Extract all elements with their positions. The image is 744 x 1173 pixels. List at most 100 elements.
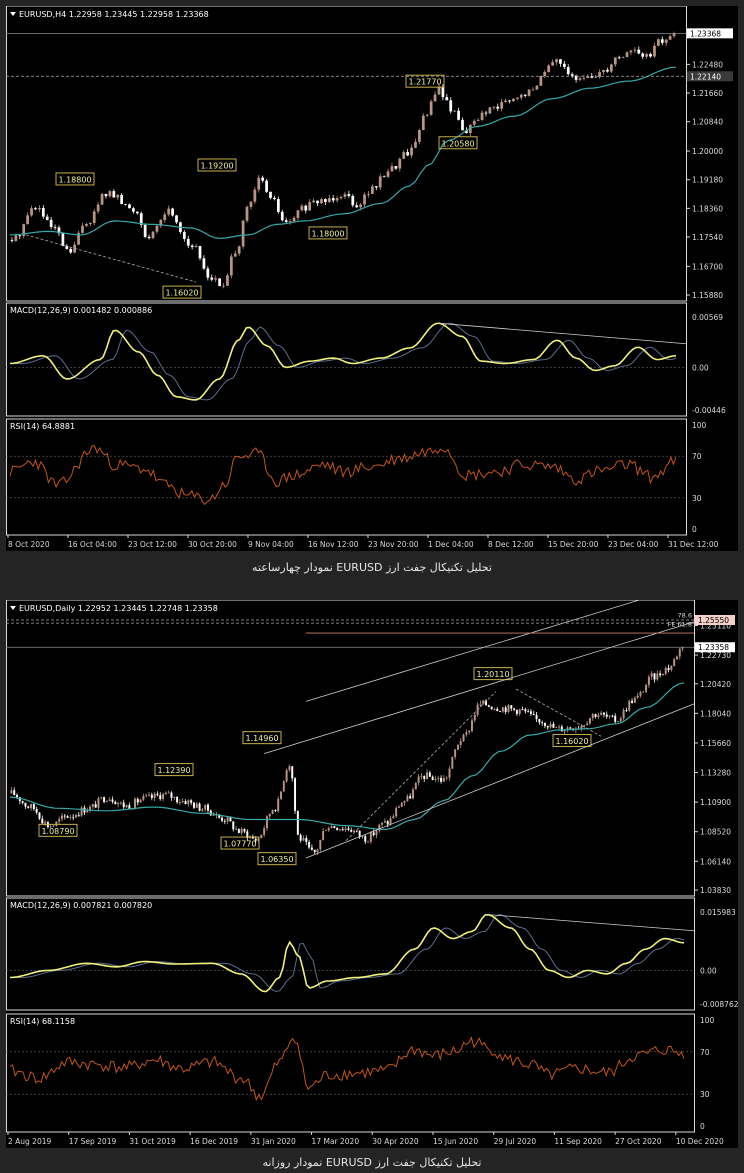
candle-body [45,216,49,220]
time-tick-label: 27 Oct 2020 [615,1137,662,1146]
price-tick-label: 1.19180 [692,176,723,185]
candle-body [198,803,201,811]
candle-body [539,75,543,86]
price-tick-label: 1.06140 [700,857,731,866]
candle-body [222,285,225,287]
candle-body [339,196,343,199]
candle-body [476,119,480,121]
candle-body [605,714,608,717]
rsi-axis-label: 100 [692,421,707,430]
channel-mid-guide [305,582,695,702]
candle-body [260,834,263,839]
candle-body [501,707,504,712]
main-pane-frame [6,599,695,897]
candle-body [351,195,355,206]
candle-body [181,801,184,803]
channel-lower-line [305,703,695,859]
candle-body [381,822,384,825]
candle-body [617,57,621,59]
candle-body [143,224,147,237]
candle-body [527,89,531,96]
wave-dashed-line [345,691,497,841]
chart-header-text: EURUSD,Daily 1.22952 1.23445 1.22748 1.2… [19,604,218,613]
candle-body [347,828,350,830]
candle-body [285,770,288,782]
candle-body [111,799,114,802]
candle-body [650,673,653,677]
candle-body [409,796,412,799]
candle-body [21,801,24,803]
candle-body [331,198,335,201]
candle-body [49,826,52,828]
candle-body [308,842,311,848]
candle-body [30,208,33,216]
candle-body [355,205,359,208]
price-annotation-box [38,823,78,837]
candle-body [462,734,465,742]
candle-body [598,72,601,77]
candle-body [91,804,94,807]
candle-body [77,815,80,816]
candle-body [13,790,16,795]
candle-body [487,705,490,707]
candle-body [194,245,198,247]
candle-body [456,744,459,750]
rsi-pane-frame [6,418,687,536]
candle-body [631,700,634,703]
candle-body [403,801,406,803]
candle-body [397,806,400,808]
candle-body [649,54,652,57]
candle-body [562,63,566,68]
candle-body [124,204,127,205]
top-price-label: 1.25550 [698,616,729,625]
candle-body [229,256,233,276]
candle-body [496,709,499,711]
candle-body [296,810,299,835]
price-tick-label: 1.18360 [692,204,723,213]
candle-body [142,795,145,800]
candle-body [112,191,116,198]
candle-body [108,191,112,197]
price-tick-label: 1.20000 [692,147,723,156]
candle-body [176,796,179,803]
candle-body [527,711,530,713]
candle-body [621,56,625,58]
macd-signal-line [10,913,685,993]
candle-body [617,721,619,723]
rsi-label: RSI(14) 64.8881 [10,422,75,431]
candle-body [378,176,382,188]
candle-body [414,782,417,790]
candle-body [128,204,131,209]
candle-body [500,101,504,109]
line-price-tag [687,71,733,82]
candle-body [479,703,482,705]
candle-body [406,152,410,156]
candle-body [619,718,622,722]
candle-body [667,667,670,671]
candle-body [606,69,609,72]
candle-body [122,802,125,808]
price-annotation-box [154,763,194,777]
line-price-label: 1.22140 [690,72,721,81]
candle-body [214,278,218,280]
candle-body [333,826,336,828]
candle-body [10,240,14,241]
candle-body [136,798,139,803]
price-annotation: 1.12390 [157,766,190,775]
candle-body [312,200,315,203]
h4-chart-panel[interactable]: EURUSD,H4 1.22958 1.23445 1.22958 1.2336… [6,5,738,551]
fib-level-label: FE 61.8 [668,620,692,628]
candle-body [14,235,18,241]
time-tick-label: 16 Dec 2019 [190,1137,238,1146]
candle-body [660,39,664,43]
candle-body [629,50,633,53]
time-tick-label: 30 Oct 20:00 [188,540,237,549]
candle-body [34,208,37,210]
candle-body [457,110,460,120]
daily-chart-panel[interactable]: EURUSD,Daily 1.22952 1.23445 1.22748 1.2… [6,582,739,1148]
candle-body [344,828,347,830]
candle-body [392,816,395,819]
candle-body [386,171,390,177]
candle-body [625,52,629,57]
candle-body [645,684,648,692]
